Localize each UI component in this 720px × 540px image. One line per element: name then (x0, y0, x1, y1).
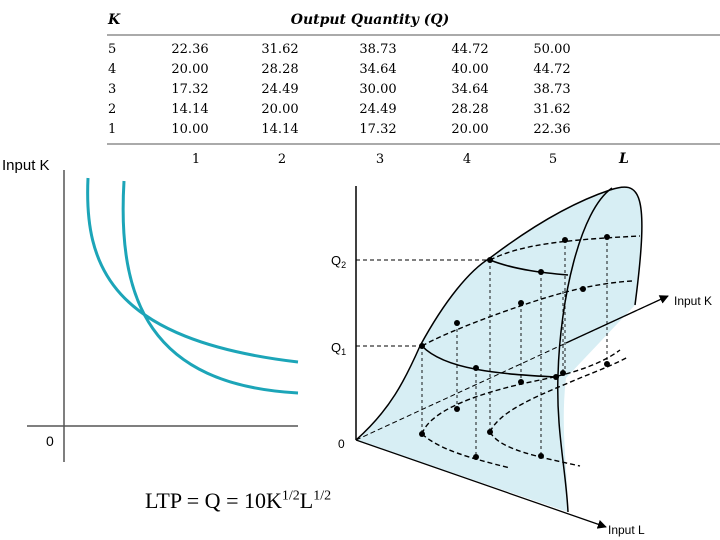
table-cell: 30.00 (359, 82, 396, 97)
surface-origin-label: 0 (338, 437, 345, 451)
table-cell: 22.36 (171, 42, 208, 57)
table-cell: 20.00 (171, 62, 208, 77)
table-cell: 17.32 (171, 82, 208, 97)
table-k-value: 1 (108, 122, 116, 137)
table-k-value: 5 (108, 42, 116, 57)
surface-plot: Q2 Q1 0 Input K Input L (331, 186, 712, 537)
table-cell: 44.72 (533, 62, 570, 77)
table-cell: 50.00 (533, 42, 570, 57)
q2-label: Q2 (331, 253, 346, 270)
table-cell: 34.64 (451, 82, 488, 97)
table-cell: 17.32 (359, 122, 396, 137)
table-cell: 31.62 (261, 42, 298, 57)
table-cell: 14.14 (171, 102, 208, 117)
q1-surface-curve-back (421, 280, 633, 347)
table-k-header: K (107, 12, 121, 28)
table-cell: 28.28 (451, 102, 488, 117)
isoquant-origin-label: 0 (46, 433, 54, 449)
production-function-formula: LTP = Q = 10K1/2L1/2 (145, 488, 332, 513)
isoquant-y-axis-label: Input K (2, 157, 50, 174)
table-body: 5 22.36 31.62 38.73 44.72 50.00 4 20.00 28.28 34.… (108, 42, 571, 137)
isoquant-curve-low (86, 177, 299, 364)
surface-points (419, 234, 610, 460)
l-axis (355, 439, 607, 529)
table-cell: 24.49 (359, 102, 396, 117)
q1-floor-curve (421, 349, 621, 435)
table-cell: 38.73 (359, 42, 396, 57)
table-cell: 44.72 (451, 42, 488, 57)
q2-surface-curve-back (489, 235, 641, 261)
surface-top-edge (609, 186, 643, 306)
q2-floor-curve-front (489, 431, 581, 467)
table-cell: 40.00 (451, 62, 488, 77)
table-cell: 24.49 (261, 82, 298, 97)
k-axis-dashed (355, 295, 669, 441)
q2-surface-curve (489, 259, 569, 276)
production-surface (356, 187, 642, 512)
k-axis-arrow (565, 295, 669, 344)
table-l-value: 5 (549, 152, 557, 167)
table-l-value: 3 (376, 152, 384, 167)
table-l-value: 4 (463, 152, 471, 167)
table-k-value: 4 (108, 62, 116, 77)
table-l-row: 1 2 3 4 5 (192, 152, 557, 167)
table-l-value: 1 (192, 152, 200, 167)
q2-floor-curve (489, 356, 629, 433)
table-cell: 38.73 (533, 82, 570, 97)
table-cell: 20.00 (451, 122, 488, 137)
isoquant-plot: Input K 0 (2, 157, 299, 462)
table-cell: 22.36 (533, 122, 570, 137)
table-l-header: L (618, 151, 629, 167)
table-cell: 34.64 (359, 62, 396, 77)
l-axis-label: Input L (608, 523, 645, 537)
table-cell: 28.28 (261, 62, 298, 77)
table-q-header: Output Quantity (Q) (291, 12, 449, 28)
surface-front-edge (355, 189, 611, 441)
isoquant-curve-high (121, 180, 299, 395)
table-l-value: 2 (278, 152, 286, 167)
q1-floor-curve-front (421, 433, 511, 469)
production-table: K Output Quantity (Q) 5 22.36 31.62 38.73 44… (107, 12, 720, 167)
k-axis-label: Input K (674, 294, 712, 308)
table-k-value: 3 (108, 82, 116, 97)
table-cell: 10.00 (171, 122, 208, 137)
table-cell: 20.00 (261, 102, 298, 117)
drop-lines (421, 237, 608, 457)
surface-right-edge (556, 187, 613, 513)
q1-label: Q1 (331, 340, 346, 357)
table-k-value: 2 (108, 102, 116, 117)
table-cell: 14.14 (261, 122, 298, 137)
table-cell: 31.62 (533, 102, 570, 117)
